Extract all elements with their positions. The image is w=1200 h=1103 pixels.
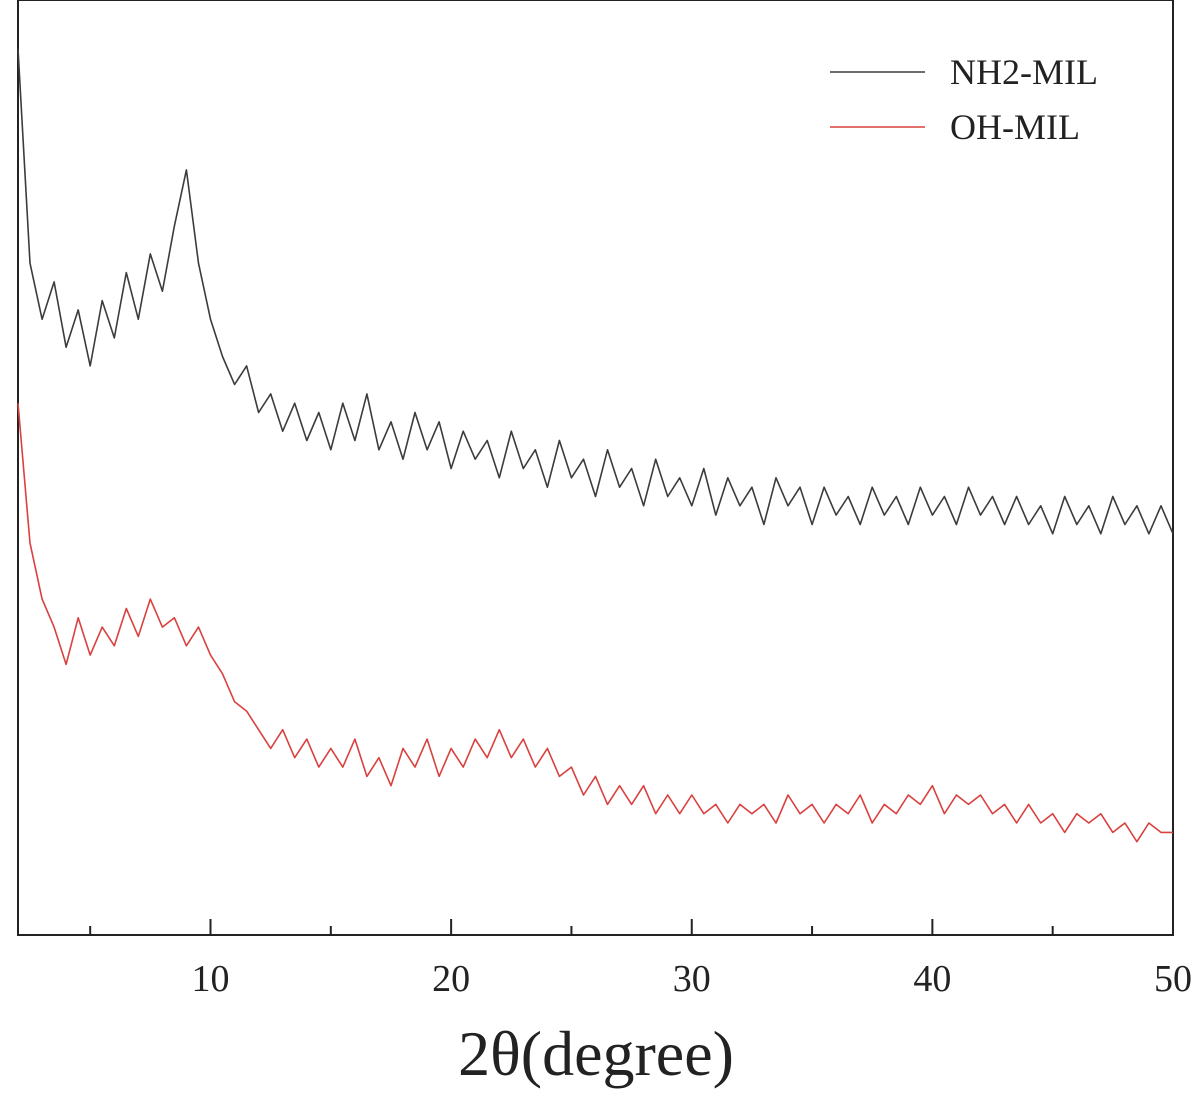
x-tick-label: 10 [192, 958, 230, 1000]
legend-label: NH2-MIL [950, 52, 1098, 92]
legend-label: OH-MIL [950, 107, 1080, 147]
x-axis-title: 2θ(degree) [458, 1018, 734, 1089]
plot-frame [17, 0, 1174, 936]
x-tick-label: 30 [673, 958, 711, 1000]
data-line [17, 48, 1174, 535]
x-tick-label: 50 [1154, 958, 1192, 1000]
data-line [17, 403, 1173, 843]
x-tick-label: 40 [913, 958, 951, 1000]
x-tick-label: 20 [432, 958, 470, 1000]
